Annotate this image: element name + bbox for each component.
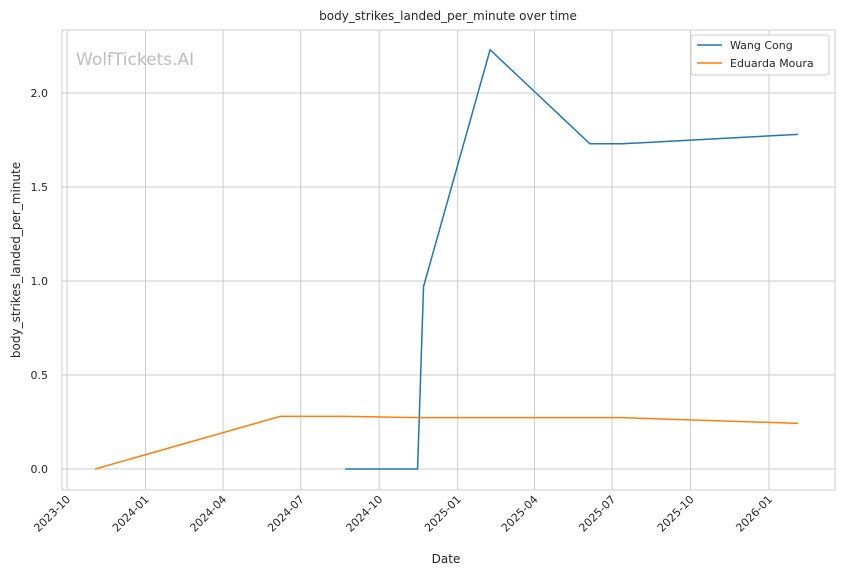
legend-label: Eduarda Moura [730,57,814,70]
watermark: WolfTickets.AI [76,50,194,70]
series-line-wang-cong [345,48,799,470]
x-axis-label: Date [432,552,461,566]
series-line-eduarda-moura [94,415,799,470]
x-tick-label: 2026-01 [733,493,775,535]
y-tick-label: 1.5 [31,181,49,194]
chart-title: body_strikes_landed_per_minute over time [319,9,577,23]
x-tick-label: 2024-10 [344,493,386,535]
legend: Wang Cong Eduarda Moura [690,34,830,76]
x-tick-label: 2024-07 [265,493,307,535]
x-tick-label: 2023-10 [31,493,73,535]
y-axis-label: body_strikes_landed_per_minute [9,162,23,358]
x-tick-label: 2025-10 [655,493,697,535]
legend-box [690,34,830,76]
y-tick-label: 1.0 [31,275,49,288]
y-tick-label: 0.5 [31,369,49,382]
x-tick-label: 2025-07 [576,493,618,535]
x-tick-label: 2025-01 [422,493,464,535]
y-tick-label: 2.0 [31,87,49,100]
legend-label: Wang Cong [730,39,793,52]
x-tick-label: 2024-04 [188,493,230,535]
plot-frame [61,29,836,491]
y-tick-label: 0.0 [31,463,49,476]
x-tick-label: 2024-01 [110,493,152,535]
x-tick-label: 2025-04 [499,493,541,535]
